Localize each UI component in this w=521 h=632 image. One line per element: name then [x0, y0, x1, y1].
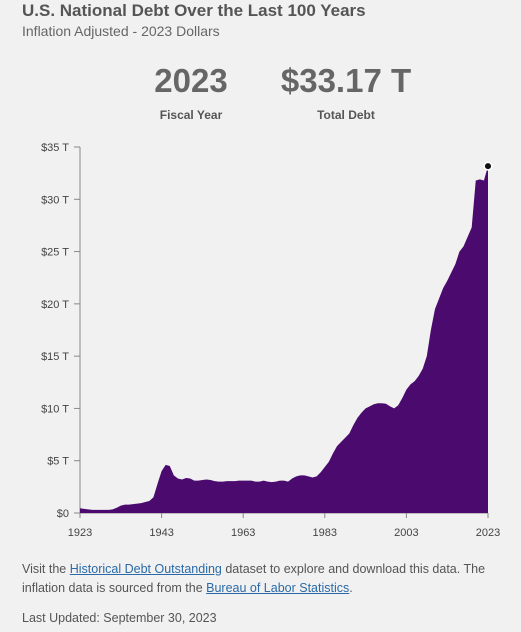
fiscal-year-value: 2023 — [154, 62, 228, 99]
fiscal-year-label: Fiscal Year — [159, 108, 223, 122]
y-tick-label: $5 T — [47, 456, 69, 468]
historical-debt-link[interactable]: Historical Debt Outstanding — [69, 562, 222, 576]
x-tick-label: 2023 — [476, 527, 500, 539]
y-tick-label: $0 — [57, 508, 69, 520]
x-tick-label: 1923 — [68, 527, 92, 539]
last-updated: Last Updated: September 30, 2023 — [22, 611, 217, 625]
x-tick-label: 2003 — [394, 527, 418, 539]
total-debt-stat: $33.17 T Total Debt — [268, 62, 424, 122]
total-debt-label: Total Debt — [317, 108, 375, 122]
chart-subtitle: Inflation Adjusted - 2023 Dollars — [22, 23, 220, 39]
total-debt-value: $33.17 T — [280, 62, 412, 99]
y-axis: $0 $5 T $10 T $15 T $20 T $25 T $30 T $35 T — [41, 142, 81, 520]
x-tick-label: 1943 — [149, 527, 173, 539]
current-value-marker[interactable] — [483, 161, 493, 171]
debt-area-series[interactable] — [80, 166, 488, 513]
footer-text-1: Visit the — [22, 562, 70, 576]
y-tick-label: $10 T — [41, 403, 69, 415]
y-tick-label: $15 T — [41, 351, 69, 363]
chart-title: U.S. National Debt Over the Last 100 Yea… — [22, 1, 366, 20]
bls-link[interactable]: Bureau of Labor Statistics — [206, 581, 350, 595]
footer-text-3: . — [349, 581, 353, 595]
y-tick-label: $20 T — [41, 299, 69, 311]
fiscal-year-stat: 2023 Fiscal Year — [140, 62, 242, 122]
debt-area-chart[interactable]: $0 $5 T $10 T $15 T $20 T $25 T $30 T $35 T 192… — [0, 130, 521, 550]
y-tick-label: $35 T — [41, 142, 69, 154]
x-tick-label: 1963 — [231, 527, 255, 539]
footer-text-2: dataset to explore and download this dat… — [22, 562, 486, 595]
x-tick-label: 1983 — [313, 527, 337, 539]
y-tick-label: $30 T — [41, 194, 69, 206]
y-tick-label: $25 T — [41, 247, 69, 259]
x-axis: 1923 1943 1963 1983 2003 2023 — [68, 512, 500, 539]
footer-note: Visit the Historical Debt Outstanding da… — [22, 560, 512, 598]
